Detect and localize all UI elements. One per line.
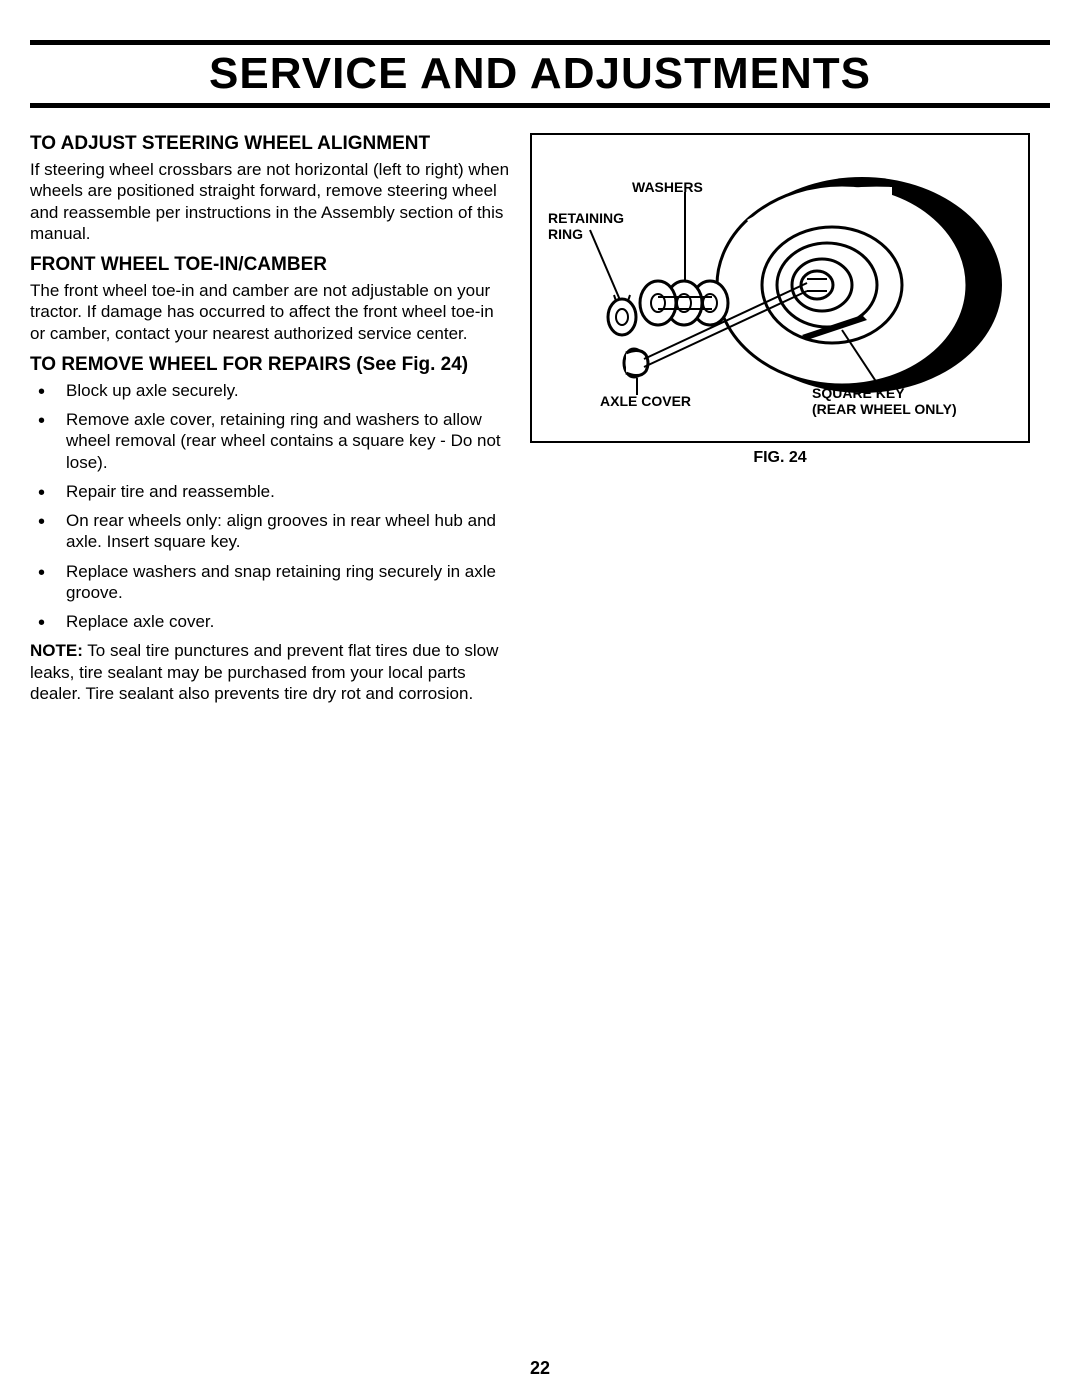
- label-axle-cover: AXLE COVER: [600, 393, 691, 409]
- note-label: NOTE:: [30, 641, 83, 660]
- label-retaining-ring: RETAINING RING: [548, 210, 624, 242]
- washers-icon: [640, 281, 728, 325]
- list-item: Repair tire and reassemble.: [30, 481, 510, 502]
- page-number: 22: [0, 1358, 1080, 1379]
- heading-steering: TO ADJUST STEERING WHEEL ALIGNMENT: [30, 133, 510, 155]
- list-item: Replace axle cover.: [30, 611, 510, 632]
- list-item: Block up axle securely.: [30, 380, 510, 401]
- note-text: NOTE: To seal tire punctures and prevent…: [30, 640, 510, 704]
- right-column: WASHERS RETAINING RING AXLE COVER SQUARE…: [530, 133, 1030, 710]
- label-washers: WASHERS: [632, 179, 703, 195]
- page-title: SERVICE AND ADJUSTMENTS: [30, 40, 1050, 108]
- figure-caption: FIG. 24: [530, 449, 1030, 467]
- remove-wheel-list: Block up axle securely. Remove axle cove…: [30, 380, 510, 633]
- heading-toein: FRONT WHEEL TOE-IN/CAMBER: [30, 254, 510, 276]
- retaining-ring-icon: [608, 295, 636, 335]
- list-item: On rear wheels only: align grooves in re…: [30, 510, 510, 553]
- list-item: Replace washers and snap retaining ring …: [30, 561, 510, 604]
- content-area: TO ADJUST STEERING WHEEL ALIGNMENT If st…: [30, 133, 1050, 710]
- list-item: Remove axle cover, retaining ring and wa…: [30, 409, 510, 473]
- body-toein: The front wheel toe-in and camber are no…: [30, 280, 510, 344]
- body-steering: If steering wheel crossbars are not hori…: [30, 159, 510, 244]
- figure-24: WASHERS RETAINING RING AXLE COVER SQUARE…: [530, 133, 1030, 443]
- axle-cover-icon: [624, 349, 648, 377]
- label-square-key: SQUARE KEY (REAR WHEEL ONLY): [812, 385, 957, 417]
- left-column: TO ADJUST STEERING WHEEL ALIGNMENT If st…: [30, 133, 510, 710]
- note-body: To seal tire punctures and prevent flat …: [30, 641, 498, 703]
- heading-remove-wheel: TO REMOVE WHEEL FOR REPAIRS (See Fig. 24…: [30, 354, 510, 376]
